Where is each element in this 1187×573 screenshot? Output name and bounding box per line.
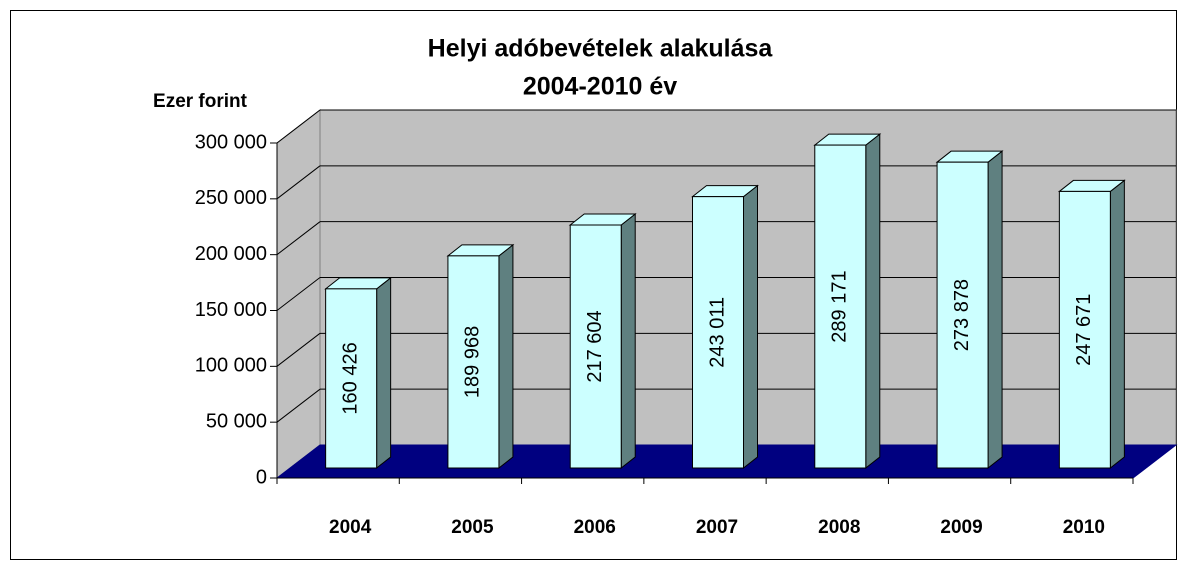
x-tick-label: 2007 <box>696 517 738 538</box>
y-tick-label: 150 000 <box>195 299 267 321</box>
x-tick-label: 2005 <box>451 517 494 538</box>
grid-line <box>276 388 321 423</box>
bar-side <box>620 212 636 470</box>
bar-side <box>498 243 514 470</box>
y-axis-label: Ezer forint <box>153 91 248 112</box>
y-tick-label: 0 <box>256 466 267 488</box>
value-label: 247 671 <box>1073 294 1095 366</box>
y-tick-label: 100 000 <box>195 355 267 377</box>
x-tick-label: 2008 <box>818 517 860 538</box>
x-tick-label: 2004 <box>329 517 372 538</box>
x-tick-label: 2010 <box>1063 517 1105 538</box>
value-label: 217 604 <box>584 310 606 382</box>
x-tick-label: 2006 <box>574 517 616 538</box>
grid-line <box>276 109 321 144</box>
bar <box>325 288 378 469</box>
grid-line <box>276 165 321 200</box>
grid-line <box>276 277 321 311</box>
bar <box>692 196 744 469</box>
bar-side <box>376 276 392 470</box>
bar-side <box>743 184 758 470</box>
bar <box>936 161 989 469</box>
grid-line <box>276 332 321 367</box>
bar-side <box>1109 179 1125 470</box>
y-tick-label: 50 000 <box>206 410 267 432</box>
y-tick-label: 250 000 <box>195 187 267 209</box>
bar-side <box>987 150 1003 470</box>
value-label: 243 011 <box>706 297 728 368</box>
bar <box>1058 190 1111 469</box>
grid-line <box>276 221 321 256</box>
bar <box>569 224 622 469</box>
bar <box>814 144 867 469</box>
y-tick-label: 200 000 <box>195 243 267 265</box>
bar <box>447 255 500 469</box>
bar-side <box>865 133 881 470</box>
value-label: 289 171 <box>829 270 851 342</box>
chart-title: 2004-2010 év <box>523 73 677 101</box>
x-tick-label: 2009 <box>940 517 982 538</box>
y-tick-label: 300 000 <box>195 131 267 153</box>
value-label: 273 878 <box>951 279 973 351</box>
chart-title: Helyi adóbevételek alakulása <box>428 35 774 63</box>
value-label: 160 426 <box>339 342 361 414</box>
value-label: 189 968 <box>462 326 484 398</box>
